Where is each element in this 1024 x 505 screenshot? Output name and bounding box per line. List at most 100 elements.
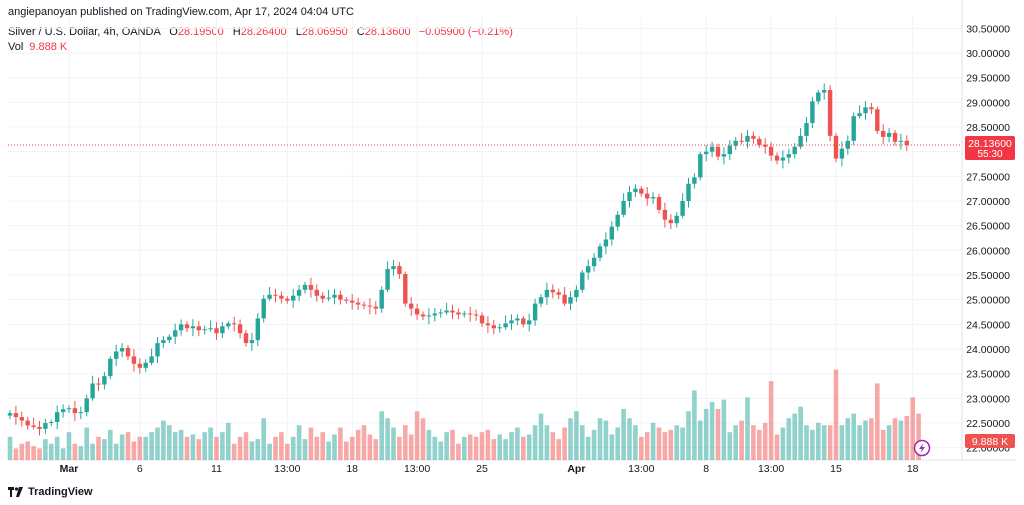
candle-body [338, 294, 343, 300]
candle-body [344, 299, 349, 301]
candle-body [609, 226, 614, 240]
candle-body [208, 328, 213, 330]
volume-bar [851, 413, 856, 460]
price-tick-label: 23.00000 [966, 393, 1010, 405]
volume-bar [84, 427, 89, 460]
candle-body [827, 90, 833, 136]
volume-bar [131, 441, 137, 460]
candle-body [13, 413, 19, 418]
volume-bar [314, 436, 320, 460]
volume-bar [137, 436, 143, 460]
volume-badge [965, 434, 1015, 448]
volume-bar [650, 422, 656, 460]
volume-label[interactable]: Vol [8, 41, 24, 53]
volume-bar [456, 443, 461, 460]
candle-body [527, 320, 532, 325]
candle-body [816, 92, 821, 102]
volume-bar [467, 434, 473, 460]
volume-bar [692, 390, 697, 460]
candle-body [403, 274, 408, 304]
volume-bar [403, 425, 408, 460]
last-price-value: 28.13600 [968, 138, 1012, 150]
volume-bar [827, 425, 833, 460]
candle-body [544, 289, 550, 298]
candle-body [409, 303, 414, 309]
volume-bar [72, 443, 78, 460]
price-tick-label: 30.50000 [966, 23, 1010, 35]
candle-body [886, 132, 892, 137]
volume-bar [491, 439, 497, 460]
volume-bar [591, 429, 597, 460]
volume-bar [680, 427, 685, 460]
candle-body [261, 298, 266, 319]
candle-body [66, 408, 72, 410]
candle-body [503, 323, 508, 328]
candle-body [379, 289, 384, 309]
volume-bar [538, 413, 544, 460]
volume-bar [420, 418, 426, 460]
candle-body [131, 356, 137, 364]
volume-bar [462, 436, 467, 460]
volume-bar [7, 436, 13, 460]
candle-body [462, 313, 467, 315]
volume-bar [904, 415, 910, 460]
candle-body [114, 351, 119, 359]
volume-bar [208, 427, 213, 460]
volume-bar [13, 448, 19, 460]
candle-body [367, 305, 373, 307]
volume-bar [149, 432, 154, 460]
candle-body [757, 138, 762, 145]
volume-bar [113, 443, 119, 460]
candle-body [603, 239, 609, 247]
candle-body [580, 272, 585, 290]
volume-bar [231, 443, 237, 460]
candle-body [184, 324, 190, 329]
candle-body [332, 294, 337, 298]
candle-body [698, 154, 703, 178]
candle-body [804, 123, 809, 136]
volume-bar [349, 436, 355, 460]
price-tick-label: 27.00000 [966, 196, 1010, 208]
volume-bar [196, 439, 202, 460]
volume-bar [414, 411, 420, 460]
candle-body [149, 356, 154, 363]
volume-badge-value: 9.888 K [972, 436, 1008, 448]
candle-body [143, 362, 148, 368]
candle-body [7, 413, 13, 416]
candle-body [586, 266, 591, 273]
candle-body [662, 209, 668, 220]
volume-bar [762, 422, 768, 460]
candle-body [308, 284, 314, 290]
candle-body [320, 295, 325, 299]
volume-bar [296, 425, 302, 460]
symbol-title[interactable]: Silver / U.S. Dollar, 4h, OANDA [8, 26, 161, 38]
volume-bar [190, 434, 196, 460]
volume-bar [503, 439, 508, 460]
close-value: 28.13600 [364, 26, 411, 38]
candle-body [232, 323, 237, 325]
volume-bar [721, 399, 727, 460]
volume-bar [279, 432, 284, 460]
candle-body [639, 188, 644, 194]
candle-body [863, 107, 868, 114]
volume-bar [751, 425, 756, 460]
volume-bar [674, 425, 679, 460]
candle-body [19, 417, 24, 421]
candle-body [733, 140, 738, 146]
lightning-bolt [919, 443, 925, 453]
volume-bar [668, 429, 674, 460]
volume-bar [639, 436, 644, 460]
candle-body [444, 310, 449, 313]
candle-body [119, 348, 125, 352]
volume-bar [90, 443, 95, 460]
volume-bar [633, 425, 638, 460]
volume-legend: Vol 9.888 K [8, 41, 67, 53]
volume-bar [332, 434, 337, 460]
price-tick-label: 24.50000 [966, 319, 1010, 331]
volume-bar [869, 418, 874, 460]
price-tick-label: 22.50000 [966, 418, 1010, 430]
candle-body [285, 298, 290, 301]
volume-bar [261, 418, 266, 460]
volume-bar [898, 420, 904, 460]
